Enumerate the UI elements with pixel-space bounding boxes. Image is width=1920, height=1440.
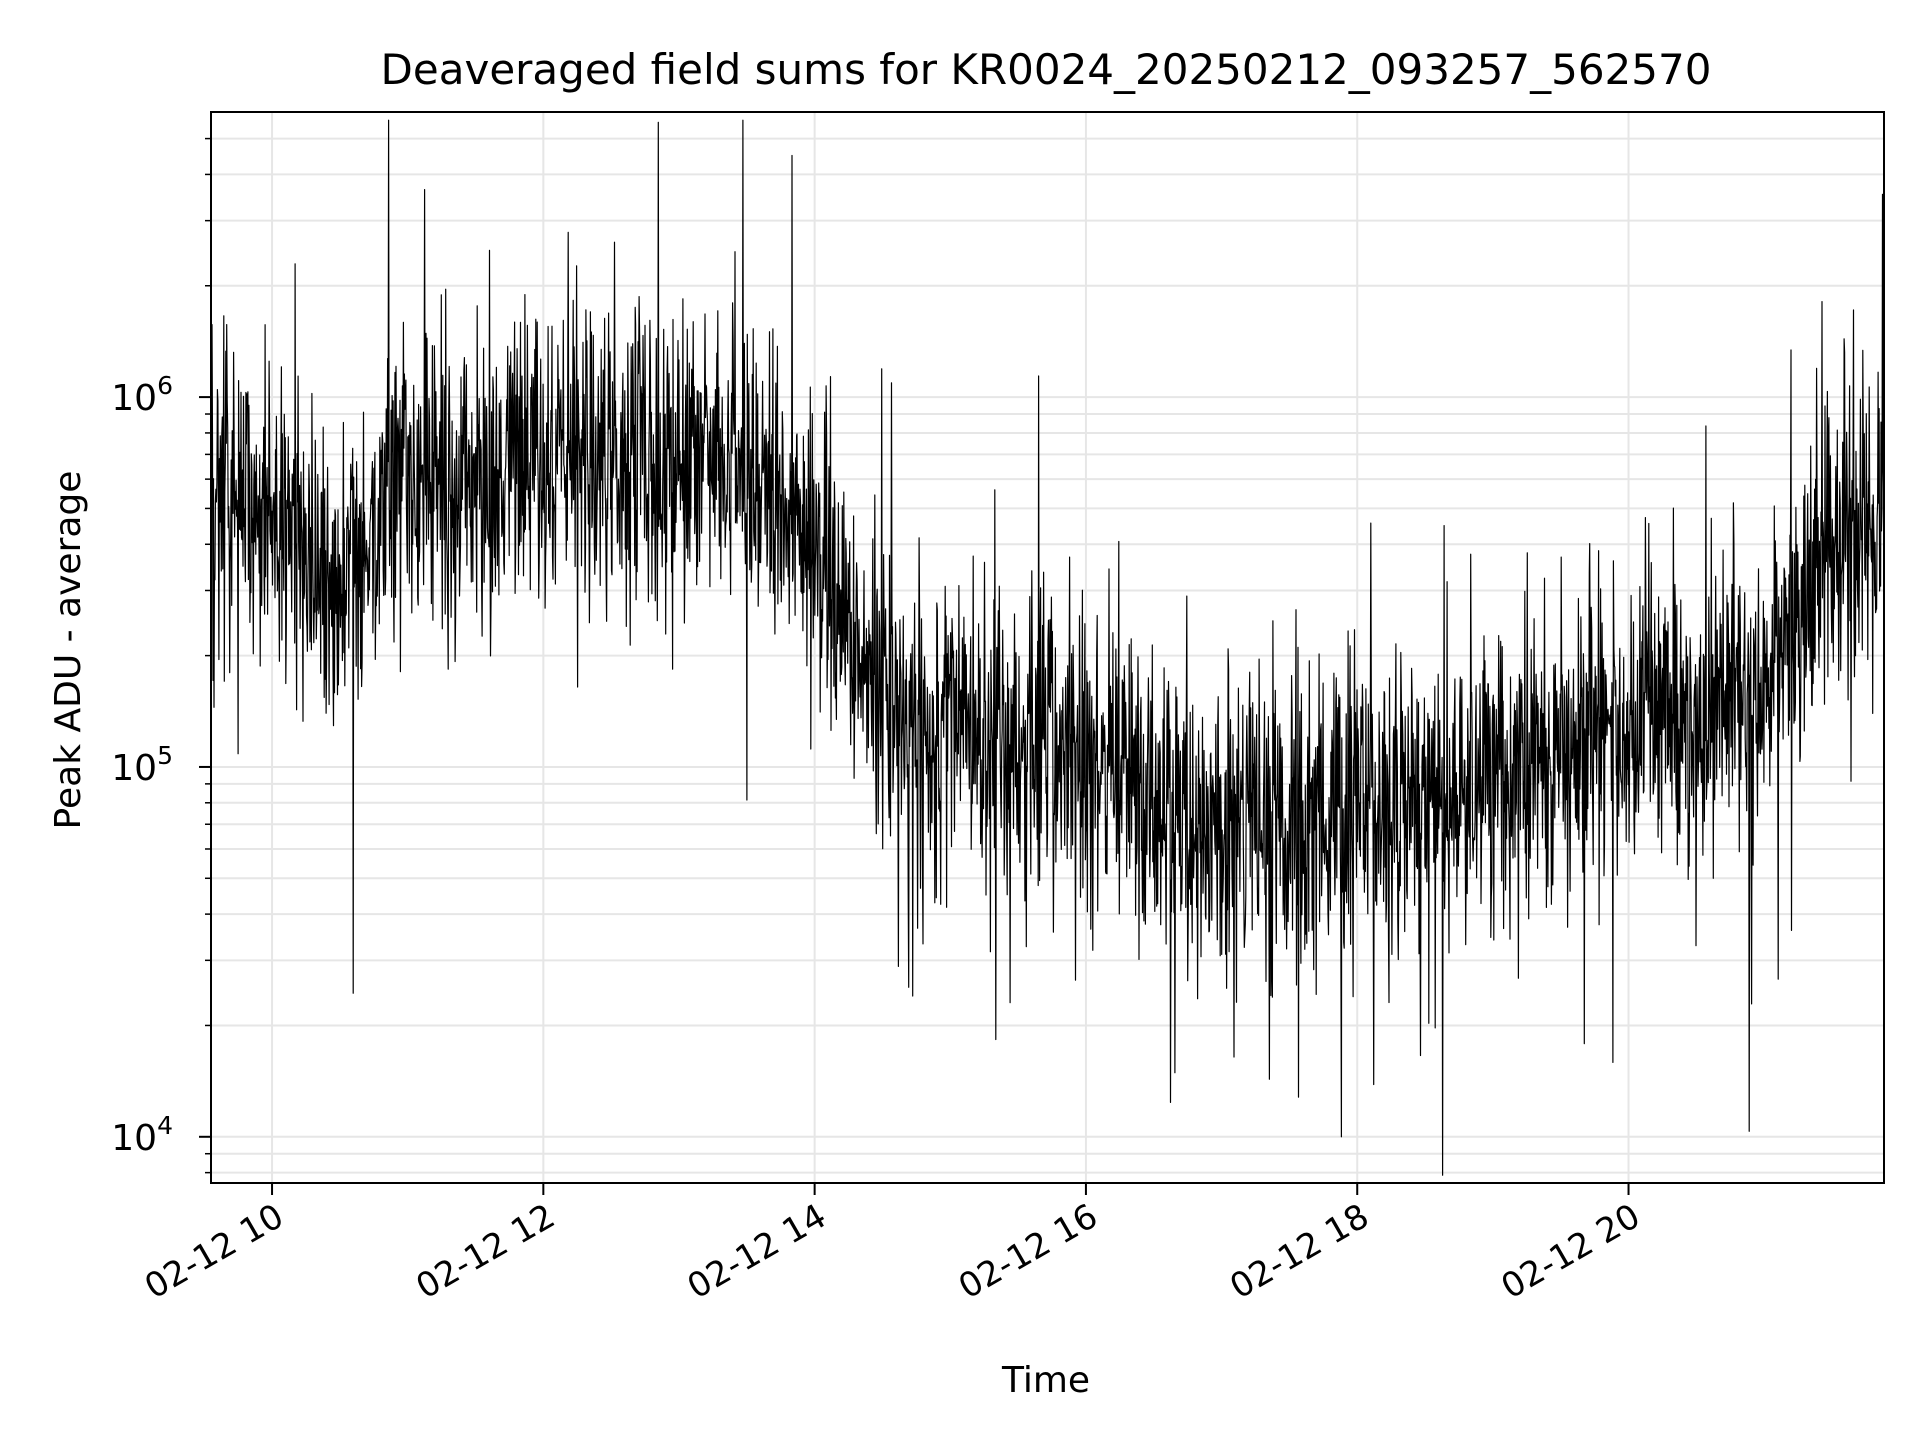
series-layer — [210, 119, 1885, 1176]
y-axis-label: Peak ADU - average — [48, 471, 89, 830]
x-tick-label: 02-12 10 — [138, 1196, 290, 1307]
y-tick-base: 10 — [111, 748, 157, 789]
x-tick-label: 02-12 18 — [1223, 1196, 1375, 1307]
y-tick-base: 10 — [111, 378, 157, 419]
x-axis-label: Time — [1001, 1360, 1090, 1401]
x-tick-label: 02-12 20 — [1495, 1196, 1647, 1307]
x-tick-label: 02-12 16 — [952, 1196, 1104, 1307]
x-axis-ticks: 02-12 10 02-12 12 02-12 14 02-12 16 02-12 18… — [138, 1183, 1647, 1307]
y-tick-label: 104 — [111, 1111, 173, 1159]
y-tick-exponent: 6 — [157, 371, 173, 400]
x-tick-label: 02-12 14 — [681, 1196, 833, 1307]
y-tick-exponent: 5 — [157, 741, 173, 770]
x-tick-label: 02-12 12 — [409, 1196, 561, 1307]
y-tick-label: 106 — [111, 371, 173, 419]
series-line-0 — [210, 119, 1885, 1176]
grid-major — [211, 112, 1884, 1183]
y-tick-exponent: 4 — [157, 1111, 173, 1140]
chart-title: Deaveraged field sums for KR0024_2025021… — [381, 45, 1712, 94]
plot-frame — [210, 111, 1885, 1184]
y-tick-label: 105 — [111, 741, 173, 789]
y-tick-base: 10 — [111, 1118, 157, 1159]
